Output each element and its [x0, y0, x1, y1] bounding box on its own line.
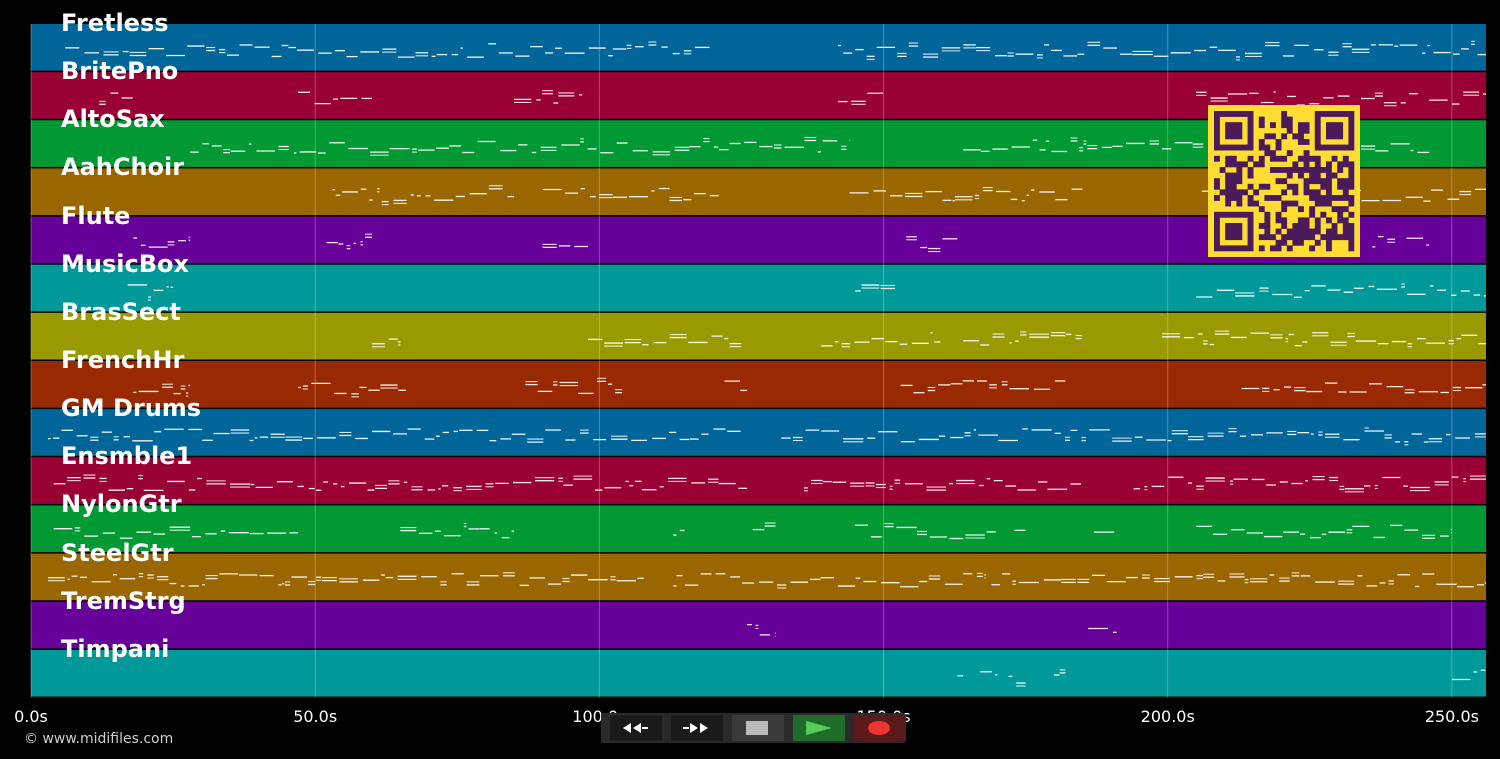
track-notes: [372, 330, 1486, 348]
track-band: [31, 649, 1486, 697]
track-notes: [99, 90, 1486, 107]
track-band: [31, 312, 1486, 360]
track-label: Timpani: [61, 634, 170, 663]
track-band: [31, 553, 1486, 601]
track-label: AltoSax: [61, 105, 165, 134]
track-band: [31, 457, 1486, 504]
record-icon: [868, 721, 890, 735]
track-notes: [133, 233, 1429, 253]
record-button[interactable]: [854, 715, 906, 741]
track-band: [31, 601, 1486, 649]
track-label: FrenchHr: [61, 346, 185, 374]
track-notes: [957, 669, 1486, 687]
qr-code-icon: [1208, 105, 1360, 257]
track-label: NylonGtr: [61, 490, 182, 519]
fast-forward-button[interactable]: [671, 715, 723, 741]
fast-forward-icon: [683, 723, 708, 733]
track-label: Flute: [61, 201, 131, 230]
track-notes: [747, 623, 1117, 637]
track-notes: [332, 185, 1486, 206]
transport-controls: [601, 713, 906, 743]
rewind-icon: [623, 723, 648, 733]
track-label: BrasSect: [61, 297, 181, 326]
track-notes: [48, 427, 1486, 446]
track-label: SteelGtr: [61, 538, 174, 567]
track-notes: [65, 40, 1486, 61]
track-band: [31, 409, 1486, 456]
play-button[interactable]: [793, 715, 845, 741]
track-label: BritePno: [61, 57, 179, 86]
rewind-button[interactable]: [610, 715, 662, 741]
stop-icon: [746, 721, 768, 735]
x-tick-label: 200.0s: [1140, 707, 1195, 726]
play-icon: [806, 721, 832, 735]
track-band: [31, 24, 1486, 71]
track-notes: [53, 474, 1486, 493]
track-notes: [133, 377, 1486, 398]
track-band: [31, 264, 1486, 312]
track-label: MusicBox: [61, 249, 189, 278]
track-notes: [127, 283, 1486, 301]
track-label: AahChoir: [61, 153, 185, 182]
track-label: GM Drums: [61, 394, 202, 423]
track-label: TremStrg: [61, 586, 186, 615]
stop-button[interactable]: [732, 715, 784, 741]
track-band: [31, 505, 1486, 553]
x-tick-label: 0.0s: [14, 707, 48, 726]
track-label: Fretless: [61, 9, 169, 37]
track-notes: [48, 572, 1486, 589]
x-tick-label: 250.0s: [1424, 707, 1479, 726]
track-notes: [190, 136, 1430, 156]
x-tick-label: 50.0s: [293, 707, 338, 726]
copyright-text: © www.midifiles.com: [24, 731, 174, 747]
track-label: Ensmble1: [61, 442, 193, 471]
track-notes: [53, 522, 1452, 540]
track-band: [31, 361, 1486, 408]
